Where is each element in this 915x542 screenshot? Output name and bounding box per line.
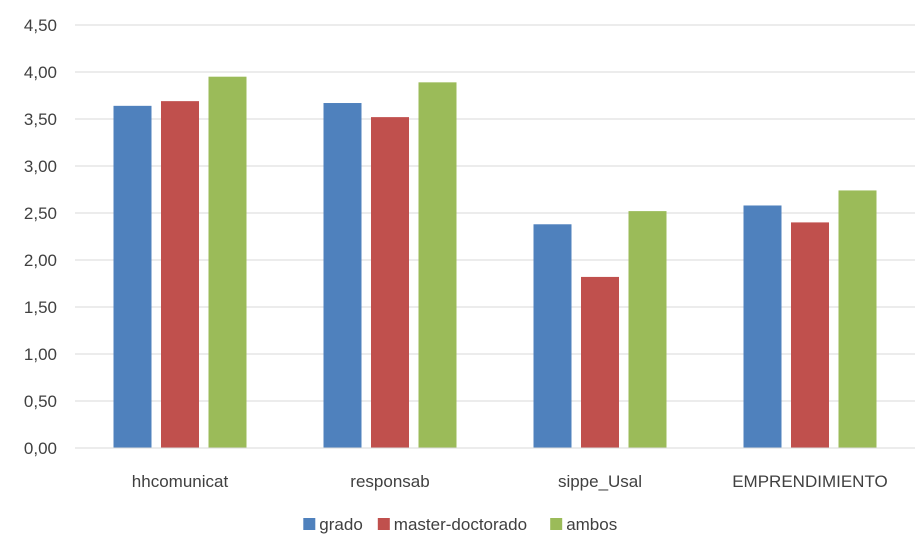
bar-grado-responsab: [323, 103, 362, 449]
y-tick-label: 1,00: [24, 345, 57, 364]
x-category-label: responsab: [350, 472, 429, 491]
x-category-label: hhcomunicat: [132, 472, 229, 491]
y-tick-label: 3,50: [24, 110, 57, 129]
legend-swatch-master-doctorado: [377, 518, 390, 530]
gridlines: [75, 24, 915, 402]
y-tick-label: 2,00: [24, 251, 57, 270]
legend: grado master-doctorado ambos: [303, 515, 617, 534]
y-tick-label: 0,00: [24, 439, 57, 458]
bar-grado-hhcomunicat: [113, 105, 152, 448]
y-tick-label: 2,50: [24, 204, 57, 223]
y-tick-label: 4,50: [24, 16, 57, 35]
bar-master-doctorado-EMPRENDIMIENTO: [791, 222, 829, 448]
y-tick-label: 1,50: [24, 298, 57, 317]
bar-ambos-hhcomunicat: [208, 76, 247, 448]
bar-grado-EMPRENDIMIENTO: [743, 205, 782, 448]
legend-swatch-grado: [303, 518, 316, 530]
bar-ambos-EMPRENDIMIENTO: [838, 190, 877, 448]
bar-ambos-sippe_Usal: [628, 211, 667, 448]
bar-master-doctorado-hhcomunicat: [161, 101, 199, 448]
bar-grado-sippe_Usal: [533, 224, 572, 448]
bars: [113, 76, 877, 449]
x-category-label: EMPRENDIMIENTO: [732, 472, 888, 491]
y-axis-tick-labels: 0,00 0,50 1,00 1,50 2,00 2,50 3,00 3,50 4,00 4,50: [24, 16, 57, 458]
legend-label: grado: [319, 515, 362, 534]
bar-master-doctorado-sippe_Usal: [581, 276, 619, 448]
y-tick-label: 0,50: [24, 392, 57, 411]
y-tick-label: 4,00: [24, 63, 57, 82]
bar-ambos-responsab: [418, 82, 457, 448]
x-category-label: sippe_Usal: [558, 472, 642, 491]
legend-label: ambos: [566, 515, 617, 534]
x-axis-category-labels: hhcomunicat responsab sippe_Usal EMPRENDIMI…: [132, 472, 888, 491]
legend-label: master-doctorado: [394, 515, 527, 534]
legend-swatch-ambos: [550, 518, 563, 530]
bar-master-doctorado-responsab: [371, 117, 409, 449]
y-tick-label: 3,00: [24, 157, 57, 176]
